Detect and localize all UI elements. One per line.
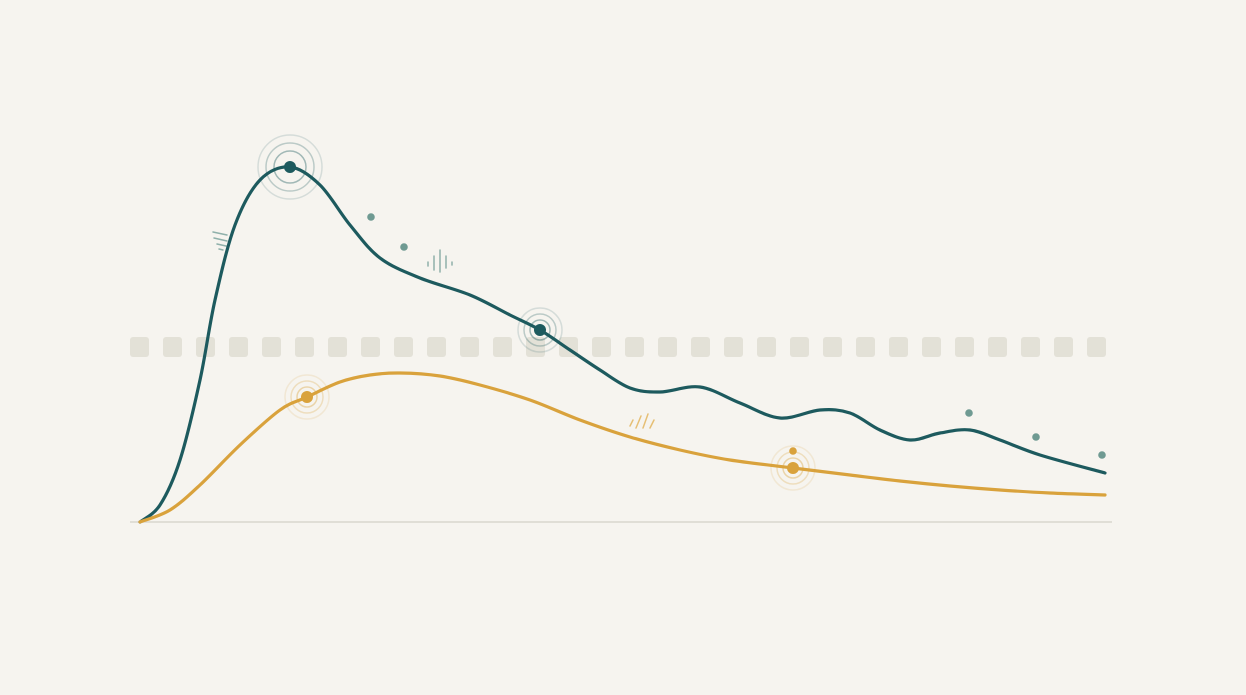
reference-square bbox=[493, 337, 512, 357]
highlight-point bbox=[770, 445, 816, 491]
highlight-dot bbox=[284, 161, 296, 173]
reference-square bbox=[988, 337, 1007, 357]
highlight-ring bbox=[776, 451, 810, 485]
reference-square bbox=[526, 337, 545, 357]
decor bbox=[212, 231, 453, 273]
highlight-ring bbox=[296, 386, 318, 408]
highlight-ring bbox=[290, 380, 324, 414]
scatter-dot bbox=[367, 213, 375, 221]
highlight-dot bbox=[787, 462, 799, 474]
scatter-dot bbox=[1032, 433, 1040, 441]
reference-square bbox=[724, 337, 743, 357]
reference-square bbox=[856, 337, 875, 357]
highlight-ring bbox=[782, 457, 804, 479]
highlight-ring bbox=[529, 319, 551, 341]
reference-square bbox=[1021, 337, 1040, 357]
reference-square bbox=[295, 337, 314, 357]
reference-square bbox=[790, 337, 809, 357]
reference-square bbox=[361, 337, 380, 357]
highlight-ring bbox=[273, 150, 307, 184]
reference-square bbox=[328, 337, 347, 357]
scatter-dot bbox=[965, 409, 973, 417]
highlight-point bbox=[257, 134, 323, 200]
highlight-dot bbox=[534, 324, 546, 336]
reference-square bbox=[163, 337, 182, 357]
highlight-ring bbox=[517, 307, 563, 353]
scatter-dot bbox=[400, 243, 408, 251]
highlight-ring bbox=[257, 134, 323, 200]
reference-square bbox=[427, 337, 446, 357]
reference-square bbox=[1087, 337, 1106, 357]
highlight-ring bbox=[284, 374, 330, 420]
series-line bbox=[138, 165, 1107, 524]
reference-square bbox=[955, 337, 974, 357]
reference-square bbox=[823, 337, 842, 357]
highlight-dot bbox=[301, 391, 313, 403]
highlight-ring bbox=[265, 142, 315, 192]
reference-square bbox=[658, 337, 677, 357]
reference-square bbox=[691, 337, 710, 357]
scatter-dot bbox=[1098, 451, 1106, 459]
reference-square bbox=[592, 337, 611, 357]
reference-square bbox=[1054, 337, 1073, 357]
reference-square bbox=[229, 337, 248, 357]
reference-line bbox=[130, 337, 1106, 357]
squiggle bbox=[629, 413, 655, 429]
highlight-point bbox=[517, 307, 563, 353]
highlight-ring bbox=[770, 445, 816, 491]
reference-square bbox=[625, 337, 644, 357]
reference-square bbox=[394, 337, 413, 357]
reference-square bbox=[262, 337, 281, 357]
reference-square bbox=[889, 337, 908, 357]
series-line bbox=[138, 371, 1107, 524]
reference-square bbox=[757, 337, 776, 357]
reference-square bbox=[460, 337, 479, 357]
squiggle bbox=[427, 249, 453, 273]
highlight-point bbox=[284, 374, 330, 420]
scatter-dot bbox=[789, 447, 797, 455]
reference-square bbox=[922, 337, 941, 357]
reference-square bbox=[130, 337, 149, 357]
highlight-ring bbox=[523, 313, 557, 347]
squiggle bbox=[212, 231, 228, 251]
